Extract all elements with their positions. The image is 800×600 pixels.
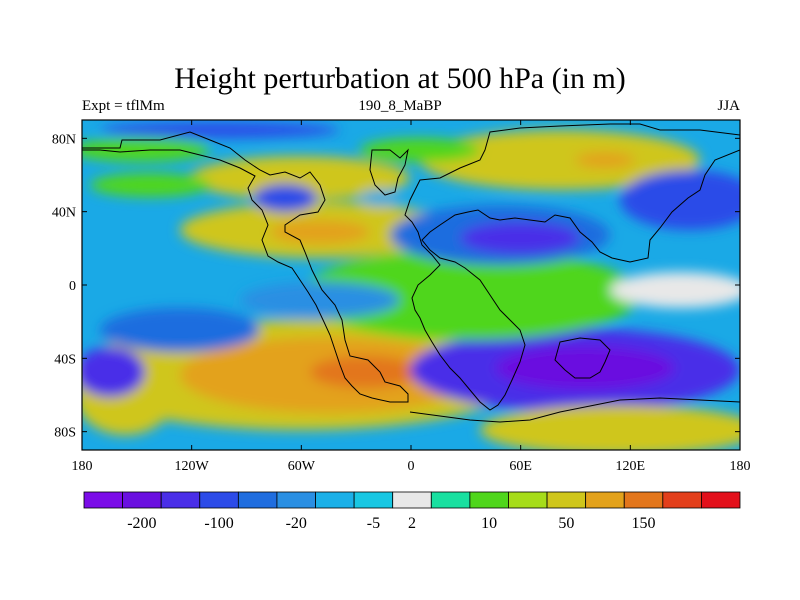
colorbar-swatch xyxy=(160,491,201,509)
x-tick-label: 120E xyxy=(616,459,646,474)
colorbar-label: 150 xyxy=(632,515,656,532)
antarctica-outline xyxy=(409,397,740,423)
height-field xyxy=(82,120,740,450)
colorbar: -200 -100 -20 -5 2 10 50 150 xyxy=(83,491,741,532)
colorbar-swatch xyxy=(199,491,239,509)
colorbar-label: -100 xyxy=(204,515,233,532)
australia-outline xyxy=(554,337,611,379)
colorbar-label: 10 xyxy=(481,515,497,532)
colorbar-swatch xyxy=(122,491,162,509)
colorbar-swatch xyxy=(430,491,471,509)
y-tick-label: 0 xyxy=(69,279,76,294)
colorbar-label: 50 xyxy=(558,515,574,532)
x-tick-label: 60W xyxy=(288,459,316,474)
x-axis: 180 120W 60W 0 60E 120E 180 xyxy=(72,120,751,474)
colorbar-swatch xyxy=(662,491,702,509)
greenland-outline xyxy=(369,148,409,196)
x-tick-label: 0 xyxy=(408,459,415,474)
x-tick-label: 120W xyxy=(175,459,210,474)
colorbar-label: -5 xyxy=(367,515,380,532)
y-tick-label: 80S xyxy=(54,426,76,441)
colorbar-label: -20 xyxy=(286,515,307,532)
colorbar-swatch xyxy=(353,491,394,509)
colorbar-swatch xyxy=(508,491,548,509)
colorbar-swatch xyxy=(83,491,123,509)
colorbar-swatch xyxy=(237,491,278,509)
x-tick-label: 60E xyxy=(509,459,532,474)
americas-outline xyxy=(82,131,409,403)
y-tick-label: 40S xyxy=(54,352,76,367)
colorbar-swatch xyxy=(585,491,625,509)
x-tick-label: 180 xyxy=(72,459,93,474)
colorbar-swatch xyxy=(469,491,509,509)
y-tick-label: 80N xyxy=(52,132,76,147)
colorbar-swatch xyxy=(315,491,355,509)
colorbar-swatch xyxy=(701,491,741,509)
colorbar-swatch xyxy=(546,491,587,509)
season-label: JJA xyxy=(717,98,740,114)
experiment-label: Expt = tflMm xyxy=(82,98,165,114)
x-tick-label: 180 xyxy=(730,459,751,474)
continent-outlines xyxy=(82,123,740,423)
y-axis: 80N 40N 0 40S 80S xyxy=(52,132,740,441)
y-tick-label: 40N xyxy=(52,206,76,221)
colorbar-swatch xyxy=(276,491,316,509)
plot-title: Height perturbation at 500 hPa (in m) xyxy=(174,62,626,95)
colorbar-swatch xyxy=(392,491,432,509)
colorbar-swatch xyxy=(623,491,664,509)
eurasia-africa-outline xyxy=(404,123,740,411)
colorbar-label: -200 xyxy=(127,515,156,532)
colorbar-label: 2 xyxy=(408,515,416,532)
period-label: 190_8_MaBP xyxy=(358,98,442,114)
